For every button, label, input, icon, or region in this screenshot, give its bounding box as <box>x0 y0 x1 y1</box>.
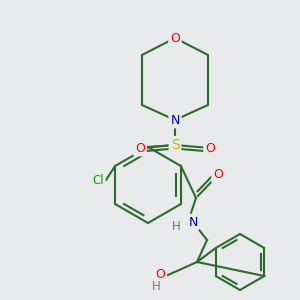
Text: O: O <box>213 169 223 182</box>
Text: S: S <box>171 138 179 152</box>
Text: O: O <box>155 268 165 281</box>
Text: O: O <box>205 142 215 154</box>
Text: Cl: Cl <box>92 173 104 187</box>
Text: O: O <box>135 142 145 154</box>
Text: N: N <box>170 113 180 127</box>
Text: H: H <box>152 280 160 293</box>
Text: O: O <box>170 32 180 44</box>
Text: H: H <box>172 220 180 232</box>
Text: N: N <box>188 215 198 229</box>
